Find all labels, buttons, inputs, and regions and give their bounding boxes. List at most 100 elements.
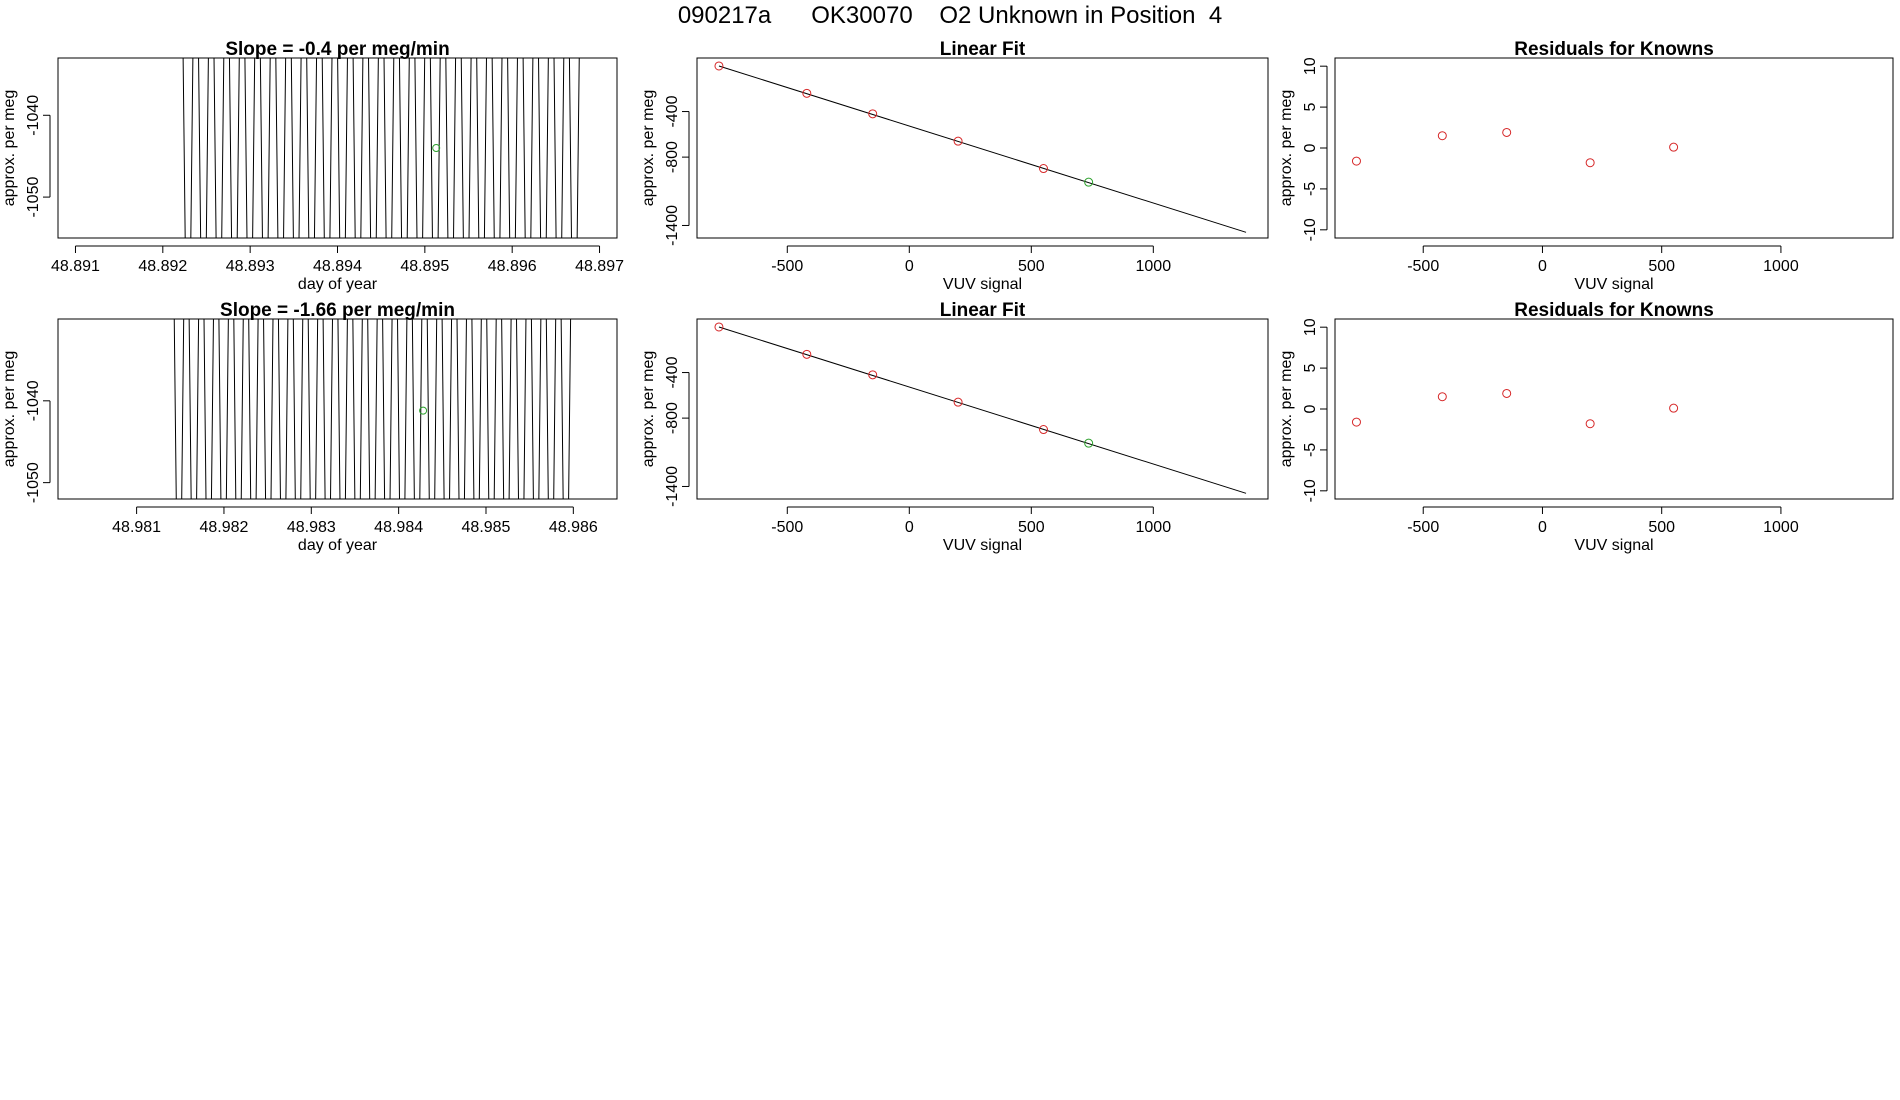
known-point [868, 370, 878, 380]
y-tick-label: -1400 [664, 205, 681, 246]
y-tick-label: -1040 [25, 380, 42, 421]
known-point [1039, 164, 1049, 174]
plot-frame [696, 57, 1269, 239]
x-tick-label: 500 [1018, 519, 1045, 536]
known-point [1502, 127, 1512, 137]
y-tick-label: -800 [664, 402, 681, 434]
known-point [1351, 156, 1361, 166]
x-tick-label: 500 [1648, 258, 1675, 275]
x-tick-label: 0 [1538, 258, 1547, 275]
y-axis-label: approx. per meg [640, 90, 657, 207]
known-point [1351, 417, 1361, 427]
series-line [173, 319, 572, 499]
x-tick-label: 0 [905, 258, 914, 275]
y-axis-label: approx. per meg [640, 351, 657, 468]
y-axis-label: approx. per meg [1278, 90, 1295, 207]
x-tick-label: 1000 [1136, 258, 1172, 275]
y-tick-label: 5 [1302, 364, 1319, 373]
known-point [802, 349, 812, 359]
known-point [802, 88, 812, 98]
known-point [868, 109, 878, 119]
figure-title: 090217a OK30070 O2 Unknown in Position 4 [677, 2, 1223, 29]
x-tick-label: 0 [905, 519, 914, 536]
known-point [714, 61, 724, 71]
x-tick-label: 48.891 [51, 258, 100, 275]
x-tick-label: 48.897 [575, 258, 624, 275]
y-tick-label: 0 [1302, 404, 1319, 413]
x-tick-label: 48.984 [374, 519, 423, 536]
panel-residuals-2: Residuals for Knowns -500 0 500 1000 VUV sign… [1278, 300, 1894, 554]
plot-frame [1334, 318, 1894, 500]
known-point [953, 397, 963, 407]
x-tick-label: 48.983 [287, 519, 336, 536]
x-tick-label: -500 [1407, 519, 1439, 536]
y-axis-label: approx. per meg [1, 90, 18, 207]
y-tick-label: -1400 [664, 466, 681, 507]
panel-residuals-1: Residuals for Knowns -500 0 500 1000 VUV sign… [1278, 39, 1894, 293]
y-tick-label: 0 [1302, 143, 1319, 152]
unknown-point [1084, 177, 1094, 187]
y-tick-label: -400 [664, 95, 681, 127]
fit-line [718, 326, 1247, 494]
x-tick-label: 1000 [1763, 519, 1799, 536]
known-point [1669, 403, 1679, 413]
x-tick-label: -500 [771, 519, 803, 536]
x-axis-label: day of year [298, 276, 378, 293]
panel-title: Linear Fit [940, 39, 1026, 60]
y-axis-label: approx. per meg [1278, 351, 1295, 468]
unknown-point [1084, 438, 1094, 448]
known-point [1585, 158, 1595, 168]
known-point [1039, 425, 1049, 435]
known-point [714, 322, 724, 332]
x-axis-label: VUV signal [943, 537, 1022, 554]
x-tick-label: -500 [771, 258, 803, 275]
y-tick-label: -1040 [25, 95, 42, 136]
known-point [1437, 131, 1447, 141]
x-tick-label: 48.986 [549, 519, 598, 536]
x-tick-label: 48.985 [462, 519, 511, 536]
x-axis-label: VUV signal [1574, 537, 1653, 554]
fit-line [718, 65, 1247, 233]
panel-title: Slope = -1.66 per meg/min [220, 300, 455, 321]
y-tick-label: -1050 [25, 462, 42, 503]
x-tick-label: 48.894 [313, 258, 362, 275]
panel-linear-fit-1: Linear Fit -500 0 500 1000 VUV signal -400 -800… [640, 39, 1269, 293]
x-tick-label: 48.893 [226, 258, 275, 275]
x-tick-label: -500 [1407, 258, 1439, 275]
x-axis-label: VUV signal [1574, 276, 1653, 293]
x-tick-label: 1000 [1136, 519, 1172, 536]
x-tick-label: 500 [1018, 258, 1045, 275]
y-tick-label: 10 [1302, 57, 1319, 75]
panel-drift-2: Slope = -1.66 per meg/min 48.981 48.982 48.… [1, 300, 618, 554]
y-tick-label: -5 [1302, 443, 1319, 457]
y-tick-label: -10 [1302, 479, 1319, 502]
known-point [1585, 419, 1595, 429]
x-tick-label: 48.896 [488, 258, 537, 275]
panel-title: Residuals for Knowns [1514, 39, 1714, 60]
x-tick-label: 48.892 [138, 258, 187, 275]
x-axis-label: day of year [298, 537, 378, 554]
plot-frame [696, 318, 1269, 500]
y-tick-label: -1050 [25, 177, 42, 218]
x-tick-label: 1000 [1763, 258, 1799, 275]
panel-title: Residuals for Knowns [1514, 300, 1714, 321]
series-line [182, 58, 580, 238]
unknown-point [419, 406, 428, 415]
y-axis-label: approx. per meg [1, 351, 18, 468]
y-tick-label: -800 [664, 141, 681, 173]
known-point [1437, 392, 1447, 402]
y-tick-label: 10 [1302, 318, 1319, 336]
x-tick-label: 48.981 [112, 519, 161, 536]
x-tick-label: 48.895 [400, 258, 449, 275]
y-tick-label: -10 [1302, 218, 1319, 241]
x-tick-label: 500 [1648, 519, 1675, 536]
plot-frame [1334, 57, 1894, 239]
known-point [953, 136, 963, 146]
y-tick-label: -400 [664, 356, 681, 388]
panel-linear-fit-2: Linear Fit -500 0 500 1000 VUV signal -400 -800… [640, 300, 1269, 554]
panel-drift-1: Slope = -0.4 per meg/min 48.891 48.892 48.8… [1, 39, 624, 293]
panel-title: Slope = -0.4 per meg/min [225, 39, 449, 60]
x-tick-label: 48.982 [199, 519, 248, 536]
x-axis-label: VUV signal [943, 276, 1022, 293]
